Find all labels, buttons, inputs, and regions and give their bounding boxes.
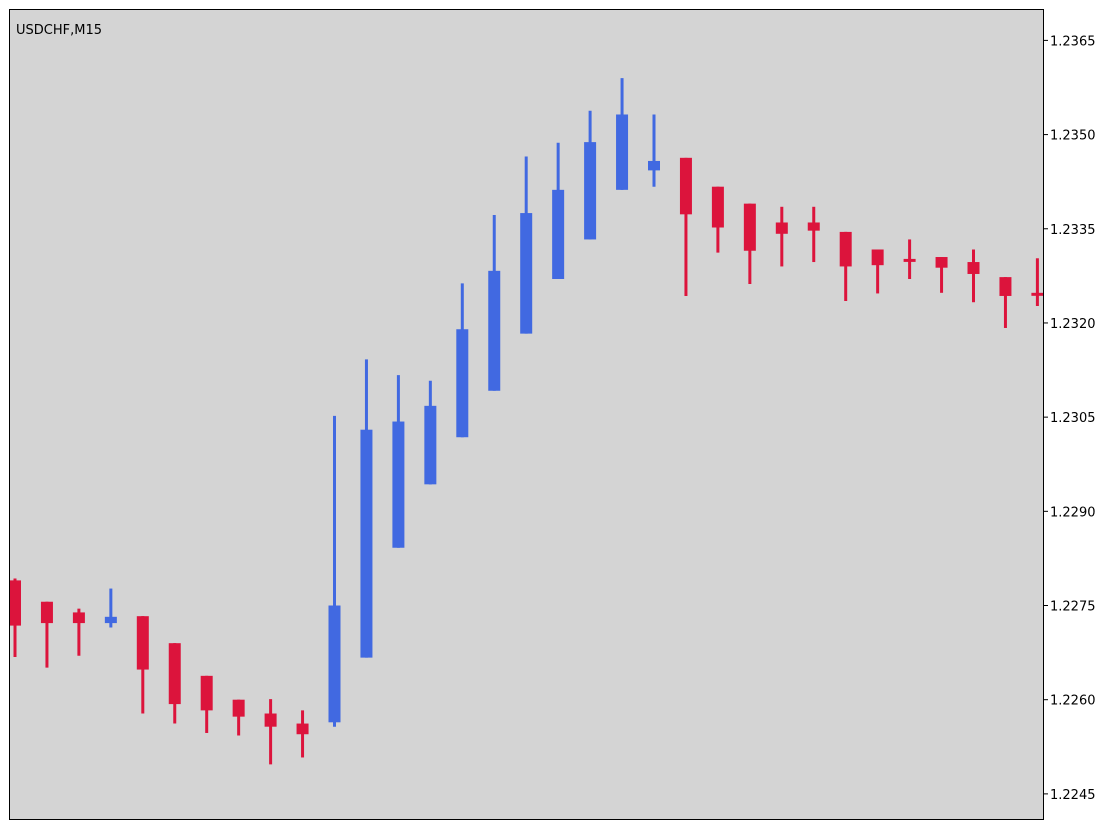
plot-border xyxy=(9,9,1044,820)
candle xyxy=(711,186,724,253)
candle-body xyxy=(903,258,916,262)
candle-body xyxy=(775,222,788,234)
y-tick-label: 1.2245 xyxy=(1050,788,1096,803)
candle-body xyxy=(264,713,277,727)
candle-body xyxy=(296,723,309,735)
y-tick-label: 1.2320 xyxy=(1050,317,1096,332)
candle-body xyxy=(999,277,1012,296)
candle xyxy=(40,601,53,668)
candle-body xyxy=(168,643,181,705)
candle-body xyxy=(232,699,245,717)
candle-body xyxy=(584,142,597,240)
y-tick-label: 1.2350 xyxy=(1050,129,1096,144)
candle-body xyxy=(488,270,501,391)
candle-body xyxy=(935,257,948,268)
candle xyxy=(328,415,341,727)
candle-body xyxy=(616,114,629,190)
candle-body xyxy=(520,213,533,334)
candle xyxy=(424,380,437,485)
candle xyxy=(679,157,692,296)
candle-body xyxy=(807,222,820,231)
candle xyxy=(967,249,980,303)
candle xyxy=(935,257,948,293)
candle-body xyxy=(1031,292,1044,296)
candle-body xyxy=(743,203,756,251)
candle xyxy=(807,206,820,263)
candle xyxy=(839,231,852,301)
candle-body xyxy=(552,189,565,279)
y-tick-label: 1.2275 xyxy=(1050,600,1096,615)
candle-body xyxy=(136,616,149,670)
y-tick-label: 1.2290 xyxy=(1050,505,1096,520)
candle xyxy=(200,675,213,733)
candle xyxy=(743,203,756,285)
candle-body xyxy=(456,329,469,438)
plot-area xyxy=(9,9,1043,819)
candle xyxy=(871,249,884,294)
candle xyxy=(136,616,149,714)
candle xyxy=(392,375,405,548)
candle-body xyxy=(104,616,117,624)
y-tick-label: 1.2365 xyxy=(1050,34,1096,49)
y-tick-label: 1.2260 xyxy=(1050,694,1096,709)
candles-group xyxy=(9,78,1044,765)
candle xyxy=(584,110,597,240)
candle xyxy=(264,699,277,765)
candle xyxy=(1031,258,1044,306)
candle-body xyxy=(679,157,692,215)
candle-body xyxy=(711,186,724,228)
candle xyxy=(616,78,629,190)
candle-body xyxy=(360,429,373,658)
candle xyxy=(488,214,501,391)
candle xyxy=(168,643,181,724)
y-tick-label: 1.2335 xyxy=(1050,223,1096,238)
candle-body xyxy=(328,605,341,723)
candle-body xyxy=(839,231,852,267)
candle-body xyxy=(424,405,437,485)
candle-body xyxy=(9,580,21,626)
candle xyxy=(775,206,788,267)
candle-body xyxy=(40,601,53,624)
candle xyxy=(104,588,117,628)
candle xyxy=(903,239,916,279)
candle-body xyxy=(200,675,213,711)
candle-body xyxy=(392,421,405,548)
candle-body xyxy=(871,249,884,266)
candle xyxy=(296,710,309,758)
candle xyxy=(648,114,660,187)
candle xyxy=(360,359,373,658)
candle-body xyxy=(967,262,980,274)
y-tick-label: 1.2305 xyxy=(1050,411,1096,426)
candle xyxy=(72,608,85,656)
candle xyxy=(999,277,1012,328)
candle-body xyxy=(72,612,85,624)
candle xyxy=(456,283,469,438)
candle xyxy=(552,142,565,279)
candle xyxy=(9,578,21,657)
candle-body xyxy=(648,160,660,171)
candle xyxy=(232,699,245,736)
y-axis: 1.2365 1.2350 1.2335 1.2320 1.2305 1.2290 1.22… xyxy=(1043,34,1096,803)
chart-title: USDCHF,M15 xyxy=(16,23,102,38)
candle xyxy=(520,156,533,334)
